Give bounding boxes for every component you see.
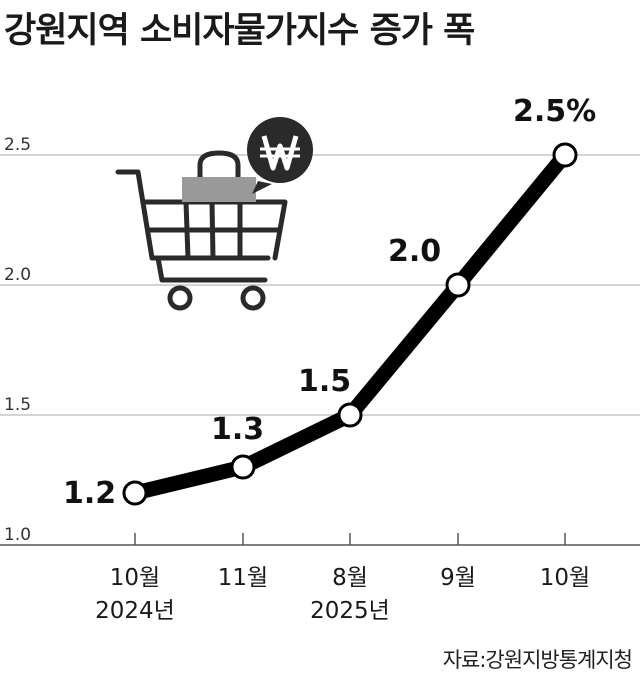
data-points [122,142,578,506]
x-tick-label: 11월 [218,565,268,591]
x-year-label: 2024년 [95,598,175,624]
x-tick-label: 10월 [540,565,590,591]
data-point [230,454,256,480]
y-tick-label: 2.5 [4,135,31,155]
data-labels: 1.2 1.3 1.5 2.0 2.5% [63,94,596,511]
y-axis-ticks: 1.0 1.5 2.0 2.5 [4,135,31,545]
x-tick-label: 9월 [440,565,476,591]
grid-lines [0,154,640,416]
x-tick-label: 8월 [332,565,368,591]
series-line-path [127,147,573,501]
series-line [127,147,573,501]
data-label: 2.0 [388,234,441,269]
data-point [337,402,363,428]
data-label: 1.2 [63,476,116,511]
won-coin-icon [247,117,313,194]
data-point [122,480,148,506]
y-tick-label: 2.0 [4,265,31,285]
x-axis-labels: 10월 2024년 11월 8월 2025년 9월 10월 [95,565,590,624]
x-year-label: 2025년 [310,598,390,624]
data-label: 2.5% [513,94,596,129]
shopping-bag-icon [182,150,256,202]
data-point [552,142,578,168]
x-tick-label: 10월 [110,565,160,591]
y-tick-label: 1.0 [4,525,31,545]
data-point [445,272,471,298]
y-tick-label: 1.5 [4,395,31,415]
data-label: 1.5 [298,364,351,399]
shopping-cart-icon [115,169,288,311]
chart-title: 강원지역 소비자물가지수 증가 폭 [4,11,475,51]
x-axis [0,533,640,546]
data-label: 1.3 [211,412,264,447]
source-note: 자료:강원지방통계지청 [442,648,633,672]
